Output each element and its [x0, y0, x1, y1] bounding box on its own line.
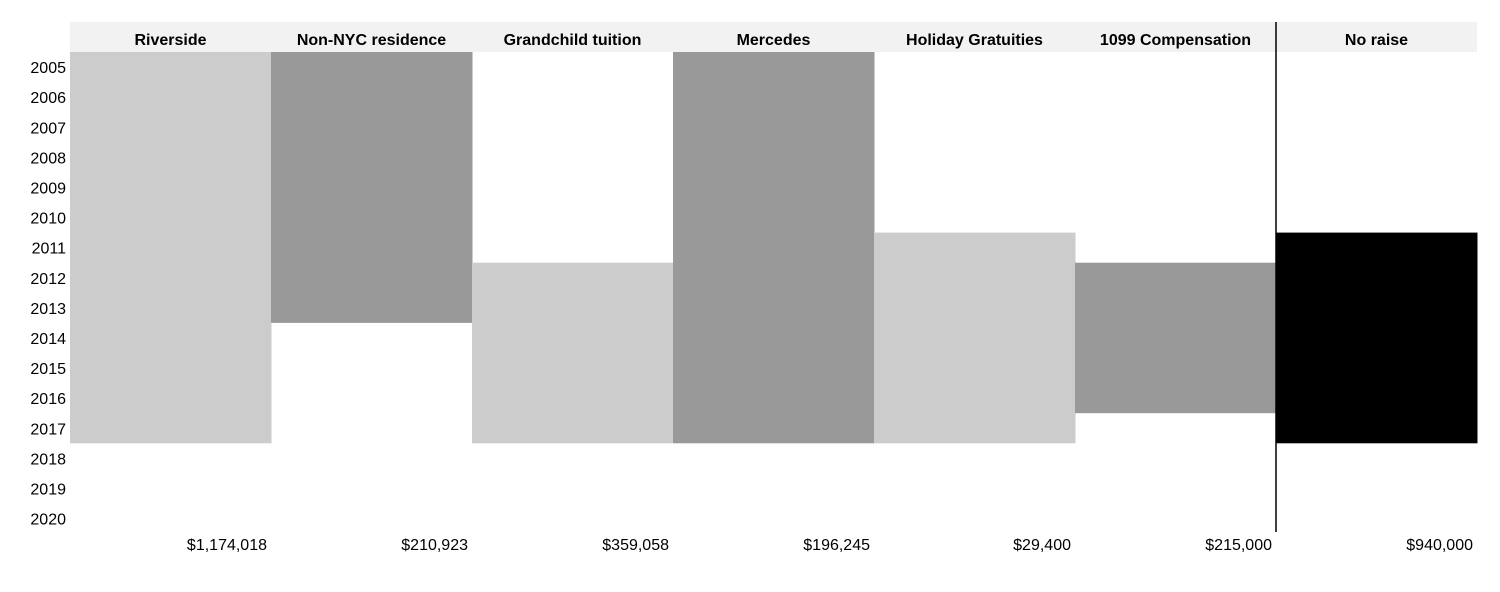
bar-5 [1075, 262, 1277, 414]
year-label-2011: 2011 [32, 241, 67, 258]
year-label-2016: 2016 [30, 391, 66, 408]
year-label-2012: 2012 [30, 271, 66, 288]
column-header-4: Holiday Gratuities [906, 32, 1043, 49]
column-header-2: Grandchild tuition [504, 32, 642, 49]
year-label-2006: 2006 [30, 90, 66, 107]
total-label-6: $940,000 [1406, 537, 1473, 554]
year-label-2014: 2014 [30, 331, 66, 348]
year-label-2018: 2018 [30, 451, 66, 468]
total-label-5: $215,000 [1205, 537, 1272, 554]
column-header-0: Riverside [134, 32, 206, 49]
bar-0 [70, 52, 272, 444]
year-label-2019: 2019 [30, 481, 66, 498]
total-label-1: $210,923 [401, 537, 468, 554]
bar-3 [673, 52, 875, 444]
year-label-2010: 2010 [30, 211, 66, 228]
year-label-2007: 2007 [30, 120, 66, 137]
year-label-2015: 2015 [30, 361, 66, 378]
year-label-2009: 2009 [30, 180, 66, 197]
total-label-2: $359,058 [602, 537, 669, 554]
total-label-3: $196,245 [803, 537, 870, 554]
year-label-2008: 2008 [30, 150, 66, 167]
year-label-2005: 2005 [30, 60, 66, 77]
column-header-1: Non-NYC residence [297, 32, 446, 49]
column-header-6: No raise [1345, 32, 1408, 49]
year-label-2017: 2017 [30, 421, 66, 438]
bar-2 [472, 262, 674, 444]
year-label-2013: 2013 [30, 301, 66, 318]
bar-1 [271, 52, 473, 323]
total-label-4: $29,400 [1013, 537, 1071, 554]
column-header-3: Mercedes [737, 32, 811, 49]
total-label-0: $1,174,018 [187, 537, 267, 554]
column-header-5: 1099 Compensation [1100, 32, 1251, 49]
bar-6 [1276, 232, 1478, 444]
header-band [70, 22, 1477, 52]
bar-4 [874, 232, 1076, 444]
year-label-2020: 2020 [30, 512, 66, 529]
